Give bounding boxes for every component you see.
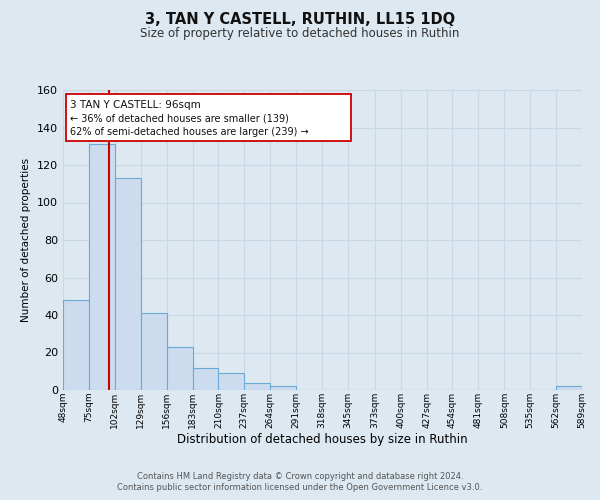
Bar xyxy=(218,373,244,390)
Bar xyxy=(141,313,167,390)
FancyBboxPatch shape xyxy=(66,94,351,140)
Bar xyxy=(167,347,193,390)
Bar xyxy=(244,382,270,390)
Text: Size of property relative to detached houses in Ruthin: Size of property relative to detached ho… xyxy=(140,28,460,40)
Text: Contains HM Land Registry data © Crown copyright and database right 2024.: Contains HM Land Registry data © Crown c… xyxy=(137,472,463,481)
Bar xyxy=(556,386,582,390)
Bar xyxy=(193,368,218,390)
Text: 3 TAN Y CASTELL: 96sqm: 3 TAN Y CASTELL: 96sqm xyxy=(70,100,200,110)
Bar xyxy=(115,178,141,390)
X-axis label: Distribution of detached houses by size in Ruthin: Distribution of detached houses by size … xyxy=(177,434,468,446)
Y-axis label: Number of detached properties: Number of detached properties xyxy=(22,158,31,322)
Text: ← 36% of detached houses are smaller (139): ← 36% of detached houses are smaller (13… xyxy=(70,114,289,124)
Bar xyxy=(270,386,296,390)
Bar xyxy=(89,144,115,390)
Text: 3, TAN Y CASTELL, RUTHIN, LL15 1DQ: 3, TAN Y CASTELL, RUTHIN, LL15 1DQ xyxy=(145,12,455,28)
Text: Contains public sector information licensed under the Open Government Licence v3: Contains public sector information licen… xyxy=(118,483,482,492)
Text: 62% of semi-detached houses are larger (239) →: 62% of semi-detached houses are larger (… xyxy=(70,126,308,136)
Bar xyxy=(63,300,89,390)
